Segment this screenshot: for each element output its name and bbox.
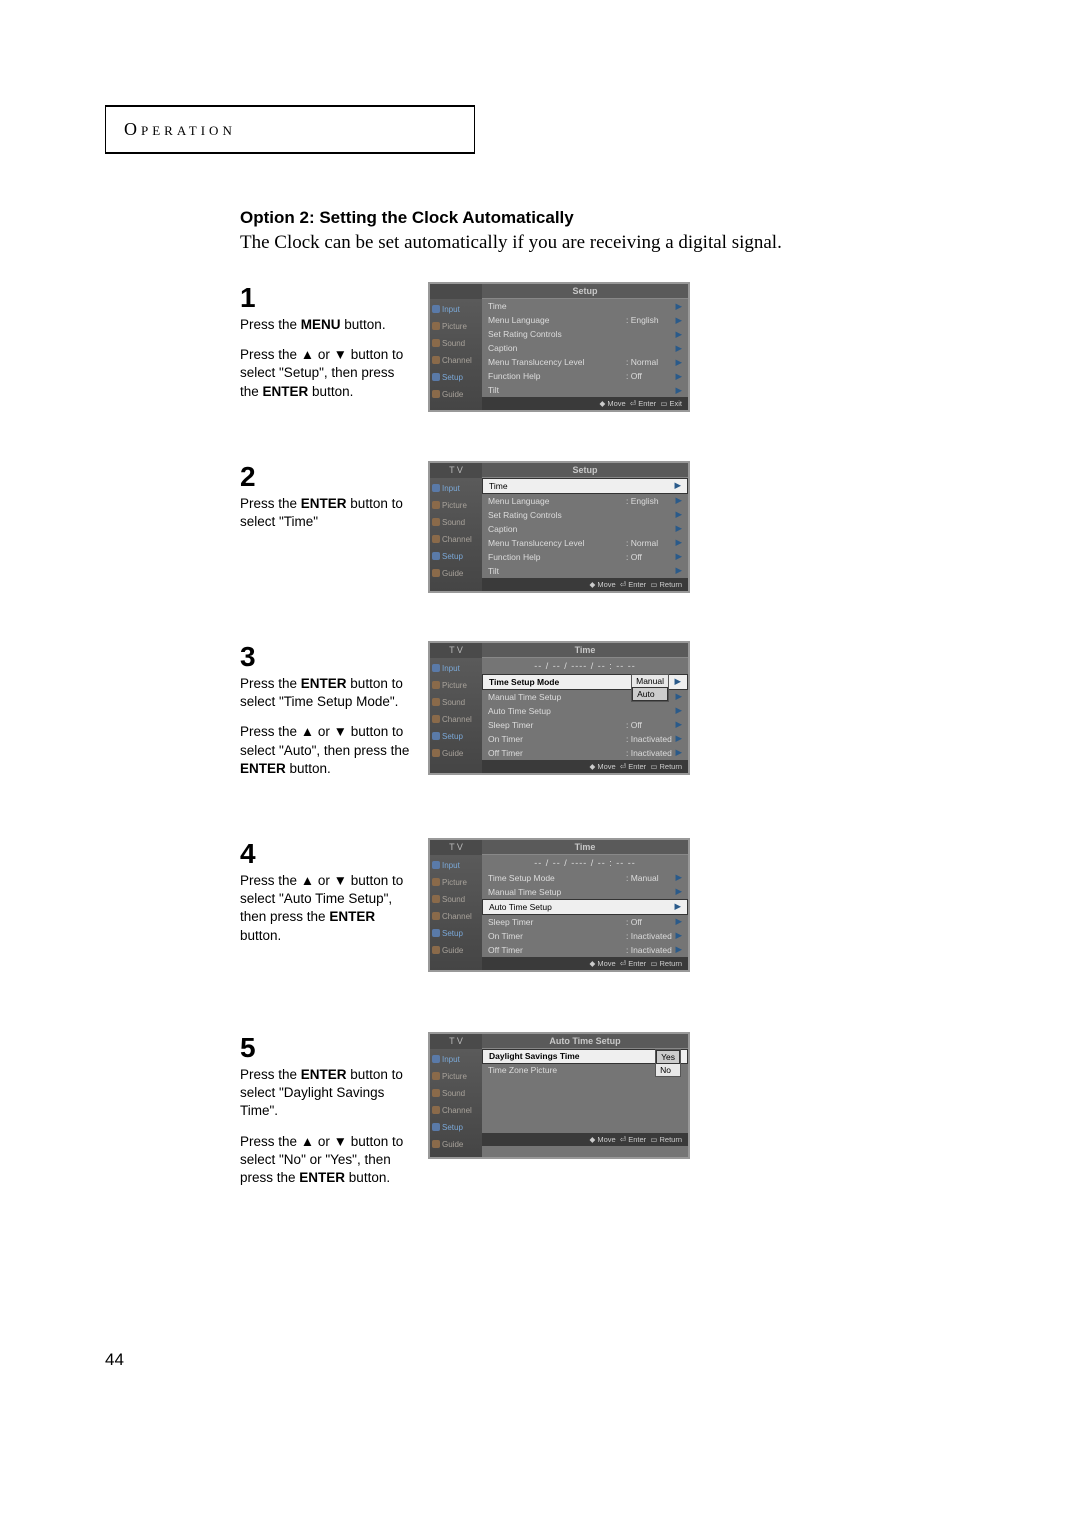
manual-page: Operation Option 2: Setting the Clock Au… [105, 105, 975, 1247]
step-text: Press the ENTER button to select "Daylig… [240, 1066, 416, 1187]
page-number: 44 [105, 1350, 124, 1370]
section-desc: The Clock can be set automatically if yo… [240, 232, 975, 254]
header: Operation [124, 119, 236, 139]
step-number: 2 [240, 461, 416, 493]
tab-channel: Channel [430, 352, 482, 369]
tab-input: Input [430, 301, 482, 318]
section-title: Option 2: Setting the Clock Automaticall… [240, 208, 975, 228]
tv-screenshot-3: T V Time Input Picture Sound Channel Set… [428, 641, 690, 775]
step-1: 1 Press the MENU button. Press the ▲ or … [240, 282, 880, 413]
step-text: Press the ▲ or ▼ button to select "Auto … [240, 872, 416, 945]
step-text: Press the ENTER button to select "Time" [240, 495, 416, 531]
step-number: 3 [240, 641, 416, 673]
step-number: 4 [240, 838, 416, 870]
tab-sound: Sound [430, 335, 482, 352]
tv-screenshot-1: Setup Input Picture Sound Channel Setup … [428, 282, 690, 412]
tv-screenshot-4: T V Time Input Picture Sound Channel Set… [428, 838, 690, 972]
tab-setup: Setup [430, 369, 482, 386]
step-number: 1 [240, 282, 416, 314]
tv-screenshot-5: T V Auto Time Setup Input Picture Sound … [428, 1032, 690, 1159]
tab-guide: Guide [430, 386, 482, 403]
tv-screenshot-2: T V Setup Input Picture Sound Channel Se… [428, 461, 690, 593]
step-2: 2 Press the ENTER button to select "Time… [240, 461, 880, 593]
step-5: 5 Press the ENTER button to select "Dayl… [240, 1032, 880, 1199]
step-3: 3 Press the ENTER button to select "Time… [240, 641, 880, 790]
step-text: Press the ENTER button to select "Time S… [240, 675, 416, 778]
header-box: Operation [105, 105, 475, 154]
step-text: Press the MENU button. Press the ▲ or ▼ … [240, 316, 416, 401]
tab-picture: Picture [430, 318, 482, 335]
step-number: 5 [240, 1032, 416, 1064]
step-4: 4 Press the ▲ or ▼ button to select "Aut… [240, 838, 880, 972]
